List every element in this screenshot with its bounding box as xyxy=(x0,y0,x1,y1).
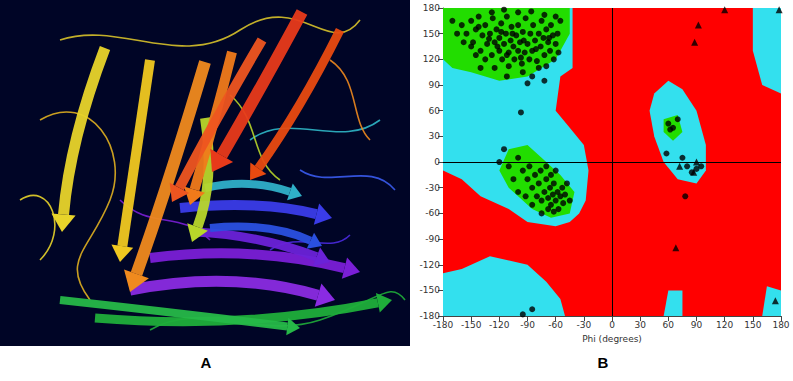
svg-text:30: 30 xyxy=(429,131,441,141)
svg-text:Phi (degrees): Phi (degrees) xyxy=(582,334,642,344)
svg-text:90: 90 xyxy=(429,80,441,90)
svg-text:150: 150 xyxy=(423,29,440,39)
svg-text:120: 120 xyxy=(423,54,440,64)
svg-text:90: 90 xyxy=(691,320,703,330)
html-text:A: A xyxy=(200,354,212,371)
svg-text:-150: -150 xyxy=(420,285,441,295)
svg-text:-30: -30 xyxy=(425,183,440,193)
svg-text:-90: -90 xyxy=(520,320,535,330)
svg-text:-60: -60 xyxy=(548,320,563,330)
svg-text:180: 180 xyxy=(423,3,440,13)
svg-text:-120: -120 xyxy=(489,320,510,330)
svg-text:0: 0 xyxy=(434,157,440,167)
svg-text:120: 120 xyxy=(716,320,733,330)
svg-text:-60: -60 xyxy=(425,208,440,218)
svg-text:60: 60 xyxy=(429,106,441,116)
svg-text:30: 30 xyxy=(634,320,646,330)
svg-text:180: 180 xyxy=(772,320,789,330)
svg-text:-180: -180 xyxy=(433,320,454,330)
svg-text:150: 150 xyxy=(744,320,761,330)
svg-text:-180: -180 xyxy=(419,311,440,322)
svg-text:-30: -30 xyxy=(576,320,591,330)
svg-text:-90: -90 xyxy=(425,234,440,244)
svg-text:0: 0 xyxy=(609,320,615,330)
svg-text:60: 60 xyxy=(663,320,675,330)
svg-text:-120: -120 xyxy=(420,260,441,270)
html-text:B: B xyxy=(597,354,609,371)
svg-text:-150: -150 xyxy=(461,320,482,330)
